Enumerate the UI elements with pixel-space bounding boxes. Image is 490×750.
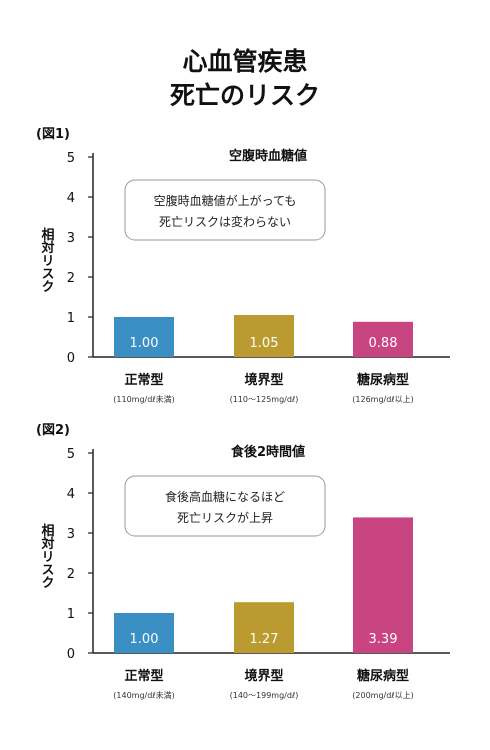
page-title-line1: 心血管疾患	[182, 47, 308, 76]
bar-1	[114, 613, 174, 653]
category-sublabel: (140mg/dℓ未満)	[113, 690, 174, 700]
chart-title: 空腹時血糖値	[229, 148, 307, 164]
bar-2	[234, 602, 294, 653]
y-tick-label: 1	[67, 311, 75, 326]
category-label: 正常型	[124, 668, 163, 684]
annotation-line-1: 空腹時血糖値が上がっても	[154, 193, 297, 208]
y-tick-label: 3	[67, 231, 75, 246]
category-sublabel: (126mg/dℓ以上)	[352, 395, 413, 404]
category-label: 糖尿病型	[357, 372, 409, 388]
bar-3	[353, 517, 413, 653]
y-tick-label: 5	[67, 447, 75, 462]
bar-value-label: 0.88	[369, 336, 398, 351]
bar-value-label: 1.27	[250, 632, 279, 647]
bar-2	[234, 315, 294, 357]
y-tick-label: 2	[67, 567, 75, 582]
y-tick-label: 0	[67, 351, 75, 366]
category-label: 境界型	[244, 668, 283, 684]
category-label: 正常型	[124, 372, 163, 388]
bar-value-label: 3.39	[369, 632, 398, 647]
category-label: 糖尿病型	[357, 668, 409, 684]
y-tick-label: 3	[67, 527, 75, 542]
y-tick-label: 2	[67, 271, 75, 286]
y-tick-label: 4	[67, 487, 75, 502]
y-tick-label: 4	[67, 191, 75, 206]
category-sublabel: (200mg/dℓ以上)	[352, 691, 413, 700]
bar-value-label: 1.05	[250, 336, 279, 351]
y-axis-label: 相対リスク	[39, 523, 56, 589]
annotation-box	[124, 475, 326, 537]
bar-3	[353, 321, 413, 357]
category-sublabel: (110〜125mg/dℓ)	[230, 395, 299, 404]
chart-title: 食後2時間値	[231, 444, 305, 460]
category-label: 境界型	[244, 372, 283, 388]
annotation-line-1: 食後高血糖になるほど	[165, 489, 285, 504]
y-tick-label: 1	[67, 607, 75, 622]
category-sublabel: (110mg/dℓ未満)	[113, 394, 174, 404]
y-tick-label: 0	[67, 647, 75, 662]
annotation-line-2: 死亡リスクは変わらない	[159, 214, 291, 229]
y-tick-label: 5	[67, 151, 75, 166]
bar-value-label: 1.00	[130, 632, 159, 647]
annotation-line-2: 死亡リスクが上昇	[177, 510, 273, 525]
category-sublabel: (140〜199mg/dℓ)	[230, 691, 299, 700]
figure-1-label: (図1)	[36, 127, 70, 142]
bar-value-label: 1.00	[130, 336, 159, 351]
y-axis-label: 相対リスク	[39, 227, 56, 293]
annotation-box	[124, 179, 326, 241]
figure-2-label: (図2)	[36, 423, 70, 438]
page-title-line2: 死亡のリスク	[169, 81, 320, 110]
bar-1	[114, 317, 174, 357]
